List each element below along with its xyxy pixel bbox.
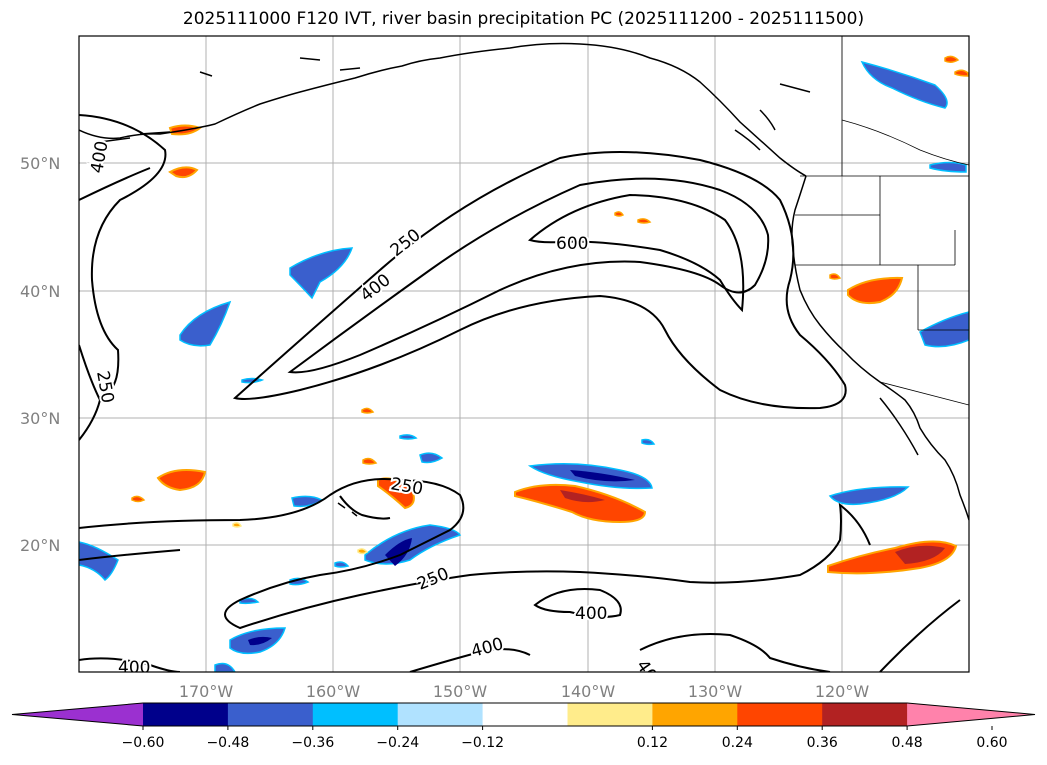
ivt-contours: [79, 114, 961, 672]
colorbar-tick-label: −0.48: [206, 735, 249, 751]
lat-label: 20°N: [20, 536, 60, 555]
lon-label: 140°W: [561, 682, 616, 701]
lat-label: 40°N: [20, 282, 60, 301]
colorbar-tick-label: 0.60: [976, 735, 1007, 751]
lon-label: 150°W: [433, 682, 488, 701]
lon-label: 130°W: [688, 682, 743, 701]
page-title: 2025111000 F120 IVT, river basin precipi…: [182, 9, 865, 29]
map-area: [79, 36, 969, 672]
colorbar-bin: [652, 703, 738, 726]
contour-label: 600: [556, 234, 588, 254]
lon-label: 120°W: [815, 682, 870, 701]
colorbar-bin: [567, 703, 653, 726]
political-boundaries: [795, 36, 969, 406]
colorbar-tick-label: 0.24: [722, 735, 753, 751]
longitude-labels: 170°W 160°W 150°W 140°W 130°W 120°W: [179, 682, 870, 701]
colorbar-tick-label: −0.36: [291, 735, 334, 751]
colorbar-bin: [312, 703, 399, 726]
colorbar-extend-high: [907, 703, 1035, 726]
colorbar-bin: [227, 703, 314, 726]
contour-label: 400: [118, 658, 150, 678]
colorbar-tick-label: −0.24: [376, 735, 419, 751]
colorbar-tick-label: 0.48: [892, 735, 923, 751]
lon-label: 160°W: [306, 682, 361, 701]
latitude-labels: 50°N 40°N 30°N 20°N: [20, 154, 60, 555]
colorbar-tick-label: 0.12: [637, 735, 668, 751]
map-frame: [78, 35, 970, 673]
colorbar-tick-label: −0.12: [461, 735, 504, 751]
precip-anomaly-shading: [79, 55, 969, 672]
lat-label: 30°N: [20, 409, 60, 428]
colorbar-tick-label: 0.36: [807, 735, 838, 751]
lon-label: 170°W: [179, 682, 234, 701]
colorbar-bin: [482, 703, 568, 726]
contour-label: 400: [575, 604, 607, 624]
colorbar-bin: [397, 703, 484, 726]
colorbar-tick-label: −0.60: [122, 735, 165, 751]
colorbar: −0.60 −0.48 −0.36 −0.24 −0.12 0.12 0.24 0.36 0.4…: [11, 702, 1036, 751]
gridlines: [79, 36, 969, 672]
lat-label: 50°N: [20, 154, 60, 173]
colorbar-bin: [822, 703, 908, 726]
colorbar-bin: [143, 703, 229, 726]
colorbar-bin: [737, 703, 823, 726]
colorbar-extend-low: [12, 703, 143, 726]
